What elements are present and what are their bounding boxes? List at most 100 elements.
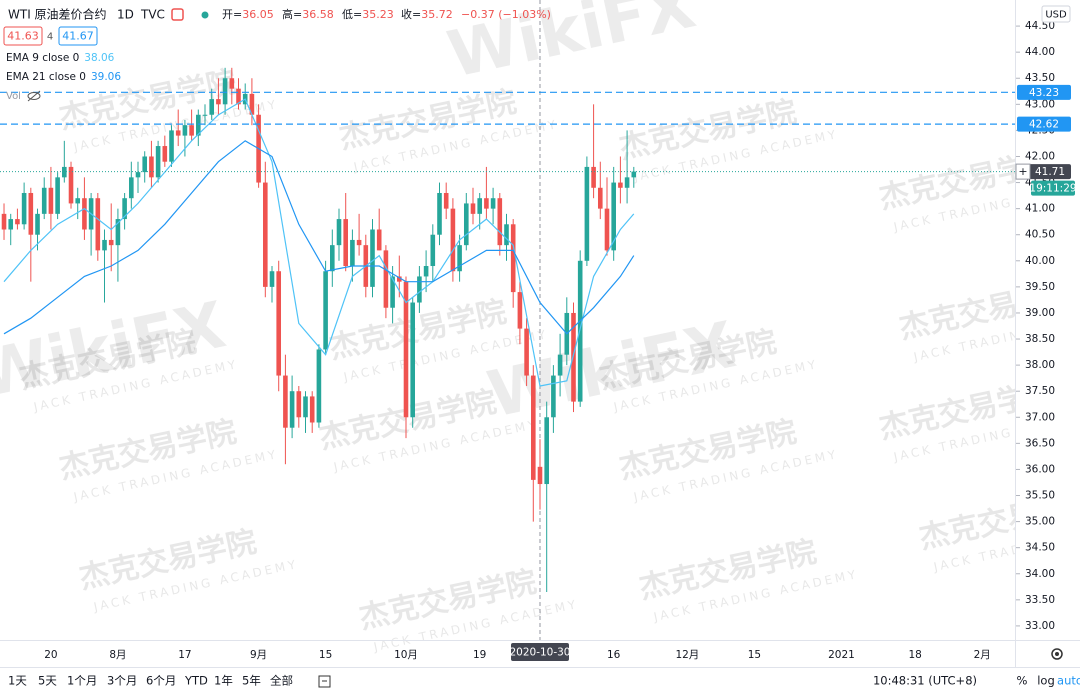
y-tick-label: 37.00: [1025, 411, 1055, 423]
add-button[interactable]: [1015, 163, 1031, 180]
x-tick-label: 15: [748, 649, 761, 661]
y-tick-label: 35.00: [1025, 516, 1055, 528]
y-tick-label: 44.50: [1025, 20, 1055, 32]
candle-body: [443, 192, 449, 209]
countdown: 19:11:29: [1029, 183, 1076, 195]
candle-body: [316, 349, 322, 423]
crosshair-label-box: [510, 643, 569, 661]
y-tick-label: 35.50: [1025, 490, 1055, 502]
x-tick-label: 19: [473, 649, 486, 661]
range-button[interactable]: 3个月: [107, 674, 137, 688]
x-tick-label: 8月: [109, 649, 126, 661]
y-tick-label: 36.00: [1025, 463, 1055, 475]
candle-body: [48, 187, 54, 214]
candle-body: [229, 78, 235, 89]
range-button[interactable]: 1年: [214, 674, 233, 688]
ohlc-label: 高=: [282, 7, 302, 21]
ohlc-value: 36.05: [242, 8, 274, 21]
candle-body: [68, 166, 74, 204]
y-tick-label: 40.50: [1025, 229, 1055, 241]
candle-body: [410, 302, 415, 418]
candle-body: [149, 156, 154, 178]
candle-body: [82, 198, 87, 230]
range-button[interactable]: YTD: [184, 674, 208, 688]
scale-button[interactable]: auto: [1057, 674, 1080, 688]
candle-body: [336, 219, 342, 246]
candle-body: [269, 271, 275, 287]
scale-button[interactable]: log: [1037, 674, 1055, 688]
x-tick-label: 9月: [250, 649, 267, 661]
candle-body: [370, 229, 375, 287]
candle-body: [135, 172, 141, 178]
crosshair-label: 2020-10-30: [509, 647, 570, 659]
compare-icon[interactable]: [318, 675, 331, 688]
candle-body: [463, 203, 469, 246]
market-status: [201, 11, 209, 19]
candle-body: [155, 146, 161, 178]
x-tick-label: 16: [607, 649, 621, 661]
candle-body: [162, 146, 168, 162]
candle-body: [557, 354, 563, 376]
y-tick-label: 43.00: [1025, 98, 1055, 110]
bid-box[interactable]: [3, 26, 43, 46]
ohlc-label: 收=: [401, 7, 421, 21]
last-price-label: 41.71: [1035, 166, 1065, 178]
y-tick-label: 42.00: [1025, 150, 1055, 162]
x-tick-label: 18: [908, 649, 921, 661]
range-button[interactable]: 5天: [38, 674, 57, 688]
candle-body: [397, 276, 402, 282]
candle-body: [591, 166, 596, 188]
range-button[interactable]: 全部: [270, 674, 293, 688]
y-tick-label: 41.00: [1025, 203, 1055, 215]
y-tick-label: 34.50: [1025, 542, 1055, 554]
candle-body: [236, 88, 241, 105]
candle-body: [196, 114, 201, 136]
interval: 1D: [117, 8, 134, 22]
range-button[interactable]: 1天: [8, 674, 27, 688]
range-button[interactable]: 1个月: [67, 674, 97, 688]
candle-body: [95, 198, 101, 251]
candle-body: [611, 182, 616, 251]
y-tick-label: 33.00: [1025, 620, 1055, 632]
candle-body: [108, 239, 114, 246]
ask: 41.67: [62, 30, 94, 43]
candle-body: [417, 276, 422, 303]
x-tick-label: 20: [44, 649, 57, 661]
candle-body: [175, 130, 181, 136]
candle-body: [497, 198, 503, 246]
scale-button[interactable]: %: [1017, 674, 1028, 688]
ask-box[interactable]: [58, 26, 98, 46]
candle-body: [296, 391, 302, 418]
indicator-name: EMA 21 close 0: [6, 71, 86, 83]
candle-body: [490, 198, 496, 209]
candle-body: [35, 213, 40, 235]
y-tick-label: 37.50: [1025, 385, 1055, 397]
hide-icon[interactable]: [27, 90, 41, 102]
candle-body: [309, 396, 315, 423]
candle-body: [202, 114, 208, 116]
settings-icon[interactable]: [1051, 648, 1063, 660]
candle-body: [169, 130, 174, 162]
range-button[interactable]: 5年: [242, 674, 261, 688]
y-tick-label: 39.00: [1025, 307, 1055, 319]
candle-body: [115, 219, 121, 246]
indicator-name: EMA 9 close 0: [6, 52, 79, 64]
candle-body: [510, 224, 516, 293]
ohlc-item: 低=35.23: [342, 8, 394, 21]
indicator-value: 38.06: [84, 52, 114, 64]
ohlc-value: 35.72: [421, 8, 453, 21]
countdown-box: [1031, 180, 1075, 196]
candle-body: [330, 245, 335, 272]
ohlc-label: 低=: [342, 8, 362, 21]
candle-body: [356, 239, 362, 246]
range-button[interactable]: 6个月: [146, 674, 176, 688]
clock: 10:48:31 (UTC+8): [873, 674, 977, 688]
ema-line: [3, 98, 635, 387]
ohlc-item: 收=35.72: [401, 7, 453, 21]
alert-icon[interactable]: [171, 8, 184, 21]
candle-body: [209, 99, 215, 115]
candle-body: [289, 391, 295, 428]
y-tick-label: 39.50: [1025, 281, 1055, 293]
candle-body: [571, 312, 576, 402]
